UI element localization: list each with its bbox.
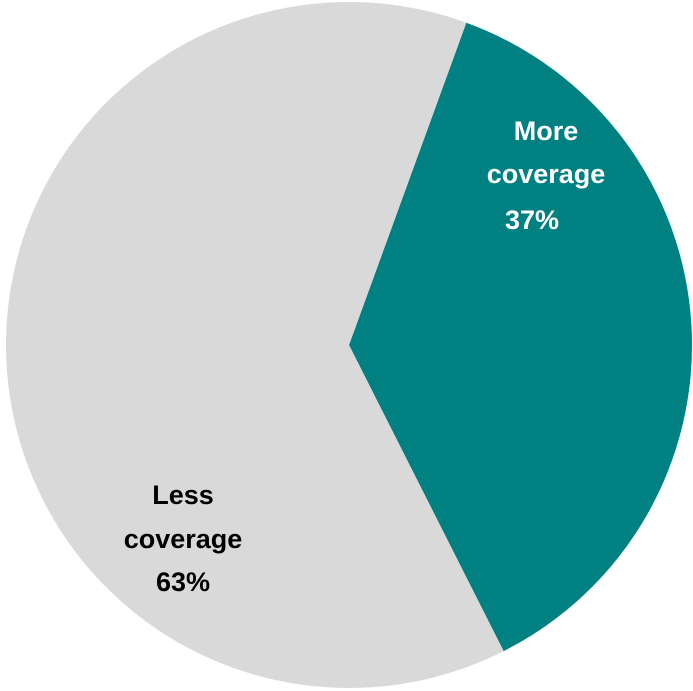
slice-label-less-line1: Less — [152, 480, 214, 510]
slice-label-more-line1: More — [514, 116, 579, 146]
slice-label-less-coverage: Less coverage 63% — [124, 480, 243, 597]
slice-label-less-line2: coverage — [124, 524, 243, 554]
slice-value-less: 63% — [156, 567, 210, 597]
slice-label-more-line2: coverage — [487, 159, 606, 189]
pie-slice-more-coverage — [349, 22, 692, 652]
slice-label-more-coverage: More coverage 37% — [487, 116, 606, 235]
pie-slice-less-coverage — [5, 2, 504, 689]
slice-value-more: 37% — [505, 205, 559, 235]
pie-slices — [5, 2, 692, 689]
